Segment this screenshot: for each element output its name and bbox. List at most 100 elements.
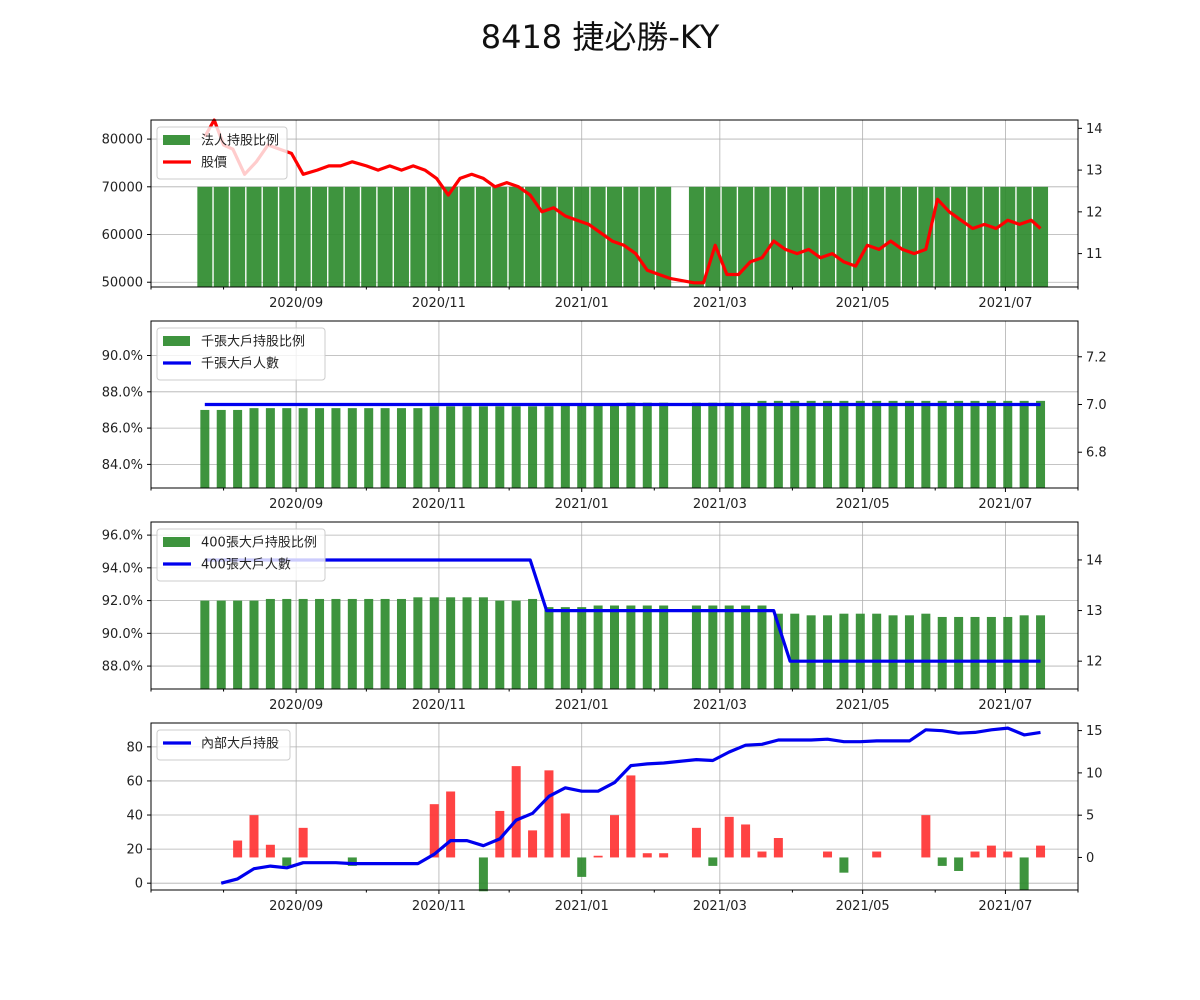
bar	[347, 408, 357, 488]
bar	[577, 857, 587, 877]
bar	[659, 402, 669, 488]
bar	[1016, 186, 1032, 287]
y-tick-label: 0	[135, 877, 143, 892]
bar	[298, 408, 308, 488]
legend-label: 法人持股比例	[201, 134, 279, 149]
bar	[462, 406, 472, 488]
y-tick-label: 86.0%	[102, 422, 143, 437]
bar	[1019, 615, 1029, 689]
bar	[888, 400, 898, 488]
y-tick-label: 80000	[102, 133, 143, 148]
bar	[639, 186, 655, 287]
bar	[331, 598, 341, 689]
bar	[937, 400, 947, 488]
bar	[528, 830, 538, 858]
bar	[806, 615, 816, 689]
legend-label: 千張大戶持股比例	[201, 335, 305, 350]
x-tick-label: 2021/07	[978, 698, 1032, 713]
bar	[610, 605, 619, 689]
bar	[557, 186, 573, 287]
bar	[413, 408, 423, 488]
y-tick-label: 20	[126, 843, 143, 858]
y-tick-label: 80	[126, 740, 143, 755]
y2-tick-label: 10	[1086, 766, 1103, 781]
bar	[872, 851, 882, 858]
legend-swatch-bar	[163, 336, 190, 346]
bar	[757, 851, 767, 858]
bar	[446, 791, 456, 858]
bar	[659, 605, 669, 689]
bar	[328, 186, 344, 287]
y-tick-label: 40	[126, 809, 143, 824]
bar	[429, 597, 439, 689]
bar	[282, 857, 292, 866]
bar	[577, 607, 587, 689]
y2-tick-label: 13	[1086, 604, 1103, 619]
bar	[1036, 400, 1046, 488]
legend-swatch-bar	[163, 135, 190, 145]
bar	[806, 400, 816, 488]
x-tick-label: 2021/07	[978, 497, 1032, 512]
bar	[295, 186, 311, 287]
bar	[708, 402, 718, 488]
chart-panel-1: 50000 60000 70000 80000 11 12 13 14 2020/09 2020/…	[102, 118, 1103, 311]
bar	[1003, 851, 1013, 858]
bar	[642, 853, 652, 858]
y-tick-label: 84.0%	[102, 458, 143, 473]
y-tick-label: 88.0%	[102, 385, 143, 400]
bar	[921, 613, 931, 689]
x-tick-label: 2021/03	[693, 296, 747, 311]
bar	[790, 400, 800, 488]
bar	[787, 186, 803, 287]
bar	[361, 186, 377, 287]
legend-label: 內部大戶持股	[201, 737, 279, 752]
y-tick-label: 70000	[102, 180, 143, 195]
bar	[986, 845, 996, 858]
bar	[970, 851, 980, 858]
bar	[770, 186, 786, 287]
bar	[688, 186, 704, 287]
bar	[623, 186, 639, 287]
bar	[593, 404, 603, 488]
bar	[986, 400, 996, 488]
bar	[721, 186, 737, 287]
bar	[246, 186, 262, 287]
bar	[839, 857, 849, 873]
bar	[265, 408, 275, 488]
y2-tick-label: 13	[1086, 164, 1103, 179]
axes-frame	[150, 119, 1079, 288]
bar	[446, 406, 456, 488]
bar	[249, 408, 259, 488]
bar	[216, 600, 226, 689]
y2-tick-label: 12	[1086, 655, 1103, 670]
bar	[1033, 186, 1049, 287]
bar	[429, 804, 439, 858]
bar	[279, 186, 295, 287]
y-tick-label: 96.0%	[102, 529, 143, 544]
bar	[904, 400, 914, 488]
bar	[200, 409, 210, 488]
bar	[954, 857, 964, 871]
chart-panel-2: 84.0% 86.0% 88.0% 90.0% 6.8 7.0 7.2 2020/09 2020…	[102, 320, 1107, 512]
x-tick-label: 2021/05	[836, 698, 890, 713]
bar	[347, 857, 357, 866]
y2-tick-label: 11	[1086, 247, 1103, 262]
y-tick-label: 90.0%	[102, 627, 143, 642]
y2-tick-label: 14	[1086, 122, 1103, 137]
y-tick-label: 92.0%	[102, 594, 143, 609]
bar	[1003, 400, 1013, 488]
bar	[315, 598, 325, 689]
bar	[741, 824, 751, 858]
x-tick-label: 2021/05	[836, 296, 890, 311]
x-tick-label: 2021/01	[555, 698, 609, 713]
bar	[921, 815, 931, 858]
bar	[626, 775, 636, 858]
y-tick-label: 60	[126, 774, 143, 789]
bar	[265, 844, 275, 858]
bar	[642, 402, 652, 488]
bar	[937, 857, 947, 866]
bar	[315, 408, 325, 488]
bar	[970, 616, 980, 689]
